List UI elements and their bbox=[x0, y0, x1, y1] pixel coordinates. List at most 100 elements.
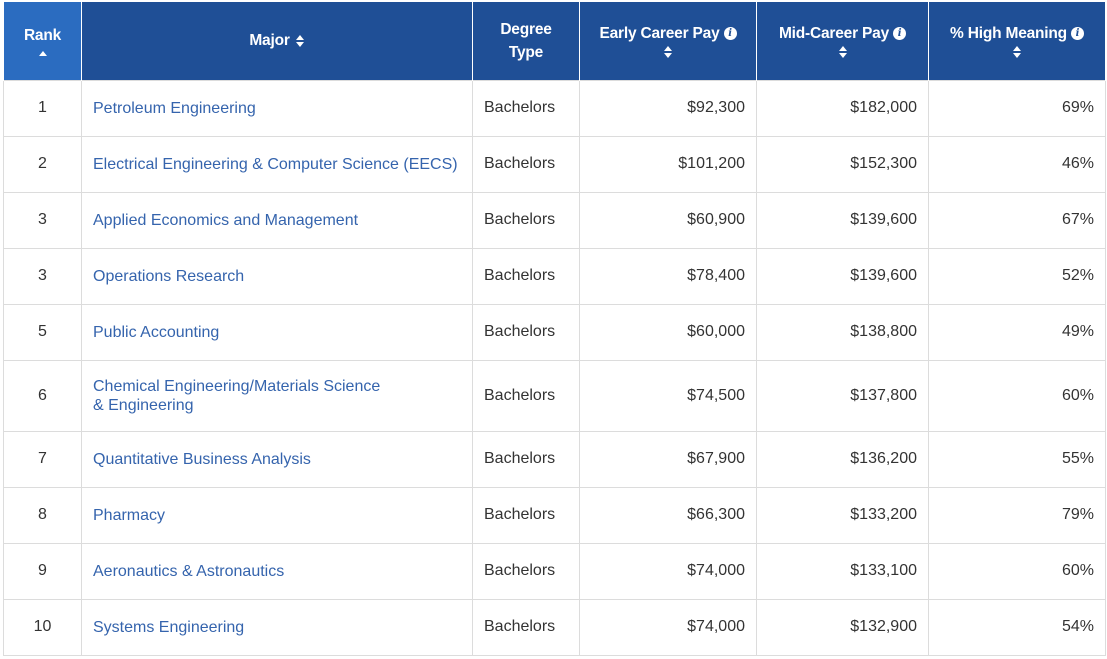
table-row: 3 Applied Economics and Management Bache… bbox=[3, 191, 1106, 249]
major-cell: Systems Engineering bbox=[81, 598, 473, 656]
column-header-early-career-pay[interactable]: Early Career Pay i bbox=[579, 2, 757, 80]
table-row: 2 Electrical Engineering & Computer Scie… bbox=[3, 135, 1106, 193]
rank-cell: 2 bbox=[3, 135, 82, 193]
rank-cell: 9 bbox=[3, 542, 82, 600]
rank-cell: 3 bbox=[3, 247, 82, 305]
degree-type-cell: Bachelors bbox=[472, 598, 580, 656]
info-icon[interactable]: i bbox=[723, 27, 737, 41]
major-link[interactable]: Systems Engineering bbox=[93, 618, 245, 636]
table-row: 1 Petroleum Engineering Bachelors $92,30… bbox=[3, 79, 1106, 137]
sort-icon bbox=[1012, 45, 1022, 59]
high-meaning-cell: 69% bbox=[928, 79, 1106, 137]
major-link[interactable]: Electrical Engineering & Computer Scienc… bbox=[93, 155, 458, 173]
mid-career-pay-cell: $136,200 bbox=[756, 430, 929, 488]
table-header: Rank Major Degree Type bbox=[3, 2, 1106, 80]
degree-type-cell: Bachelors bbox=[472, 542, 580, 600]
degree-type-cell: Bachelors bbox=[472, 191, 580, 249]
high-meaning-cell: 54% bbox=[928, 598, 1106, 656]
degree-type-cell: Bachelors bbox=[472, 135, 580, 193]
major-cell: Applied Economics and Management bbox=[81, 191, 473, 249]
early-career-pay-cell: $60,000 bbox=[579, 303, 757, 361]
early-career-pay-cell: $74,000 bbox=[579, 542, 757, 600]
early-career-pay-cell: $66,300 bbox=[579, 486, 757, 544]
mid-career-pay-cell: $139,600 bbox=[756, 191, 929, 249]
rank-cell: 7 bbox=[3, 430, 82, 488]
early-career-pay-cell: $92,300 bbox=[579, 79, 757, 137]
rank-cell: 1 bbox=[3, 79, 82, 137]
major-header-label: Major bbox=[249, 32, 290, 50]
table-row: 5 Public Accounting Bachelors $60,000 $1… bbox=[3, 303, 1106, 361]
sort-icon bbox=[663, 45, 673, 59]
info-icon[interactable]: i bbox=[893, 27, 907, 41]
table-row: 3 Operations Research Bachelors $78,400 … bbox=[3, 247, 1106, 305]
mid-career-pay-cell: $133,200 bbox=[756, 486, 929, 544]
degree-header-label-line2: Type bbox=[508, 43, 544, 61]
mid-career-pay-cell: $139,600 bbox=[756, 247, 929, 305]
high-meaning-cell: 52% bbox=[928, 247, 1106, 305]
table-row: 8 Pharmacy Bachelors $66,300 $133,200 79… bbox=[3, 486, 1106, 544]
high-meaning-header-label: % High Meaning bbox=[950, 25, 1067, 43]
column-header-degree-type[interactable]: Degree Type bbox=[472, 2, 580, 80]
high-meaning-cell: 60% bbox=[928, 542, 1106, 600]
early-career-pay-cell: $78,400 bbox=[579, 247, 757, 305]
high-meaning-cell: 79% bbox=[928, 486, 1106, 544]
sort-icon bbox=[838, 45, 848, 59]
table-body: 1 Petroleum Engineering Bachelors $92,30… bbox=[3, 79, 1106, 656]
major-cell: Operations Research bbox=[81, 247, 473, 305]
column-header-high-meaning[interactable]: % High Meaning i bbox=[928, 2, 1106, 80]
early-career-pay-cell: $101,200 bbox=[579, 135, 757, 193]
degree-type-cell: Bachelors bbox=[472, 359, 580, 432]
mid-career-pay-cell: $152,300 bbox=[756, 135, 929, 193]
major-cell: Pharmacy bbox=[81, 486, 473, 544]
early-career-pay-cell: $67,900 bbox=[579, 430, 757, 488]
majors-salary-table: Rank Major Degree Type bbox=[3, 2, 1106, 656]
major-cell: Electrical Engineering & Computer Scienc… bbox=[81, 135, 473, 193]
major-cell: Chemical Engineering/Materials Science &… bbox=[81, 359, 473, 432]
table-row: 10 Systems Engineering Bachelors $74,000… bbox=[3, 598, 1106, 656]
major-link[interactable]: Public Accounting bbox=[93, 323, 220, 341]
major-link[interactable]: Petroleum Engineering bbox=[93, 99, 256, 117]
sort-ascending-icon bbox=[38, 50, 48, 58]
major-link[interactable]: Applied Economics and Management bbox=[93, 211, 359, 229]
salary-table-container: Rank Major Degree Type bbox=[3, 2, 1106, 656]
sort-icon bbox=[295, 34, 305, 48]
degree-header-label-line1: Degree bbox=[500, 20, 552, 38]
major-link[interactable]: Aeronautics & Astronautics bbox=[93, 562, 285, 580]
degree-type-cell: Bachelors bbox=[472, 486, 580, 544]
header-row: Rank Major Degree Type bbox=[3, 2, 1106, 80]
major-cell: Public Accounting bbox=[81, 303, 473, 361]
major-link[interactable]: Quantitative Business Analysis bbox=[93, 450, 311, 468]
table-row: 7 Quantitative Business Analysis Bachelo… bbox=[3, 430, 1106, 488]
table-row: 6 Chemical Engineering/Materials Science… bbox=[3, 359, 1106, 432]
rank-cell: 3 bbox=[3, 191, 82, 249]
column-header-major[interactable]: Major bbox=[81, 2, 473, 80]
rank-cell: 8 bbox=[3, 486, 82, 544]
major-cell: Quantitative Business Analysis bbox=[81, 430, 473, 488]
high-meaning-cell: 49% bbox=[928, 303, 1106, 361]
mid-career-pay-cell: $137,800 bbox=[756, 359, 929, 432]
high-meaning-cell: 46% bbox=[928, 135, 1106, 193]
degree-type-cell: Bachelors bbox=[472, 247, 580, 305]
high-meaning-cell: 60% bbox=[928, 359, 1106, 432]
degree-type-cell: Bachelors bbox=[472, 303, 580, 361]
degree-type-cell: Bachelors bbox=[472, 79, 580, 137]
mid-career-pay-cell: $138,800 bbox=[756, 303, 929, 361]
info-icon[interactable]: i bbox=[1070, 27, 1084, 41]
mid-career-pay-cell: $133,100 bbox=[756, 542, 929, 600]
rank-cell: 6 bbox=[3, 359, 82, 432]
mid-career-pay-cell: $132,900 bbox=[756, 598, 929, 656]
mid-career-pay-cell: $182,000 bbox=[756, 79, 929, 137]
rank-cell: 10 bbox=[3, 598, 82, 656]
major-link[interactable]: Operations Research bbox=[93, 267, 245, 285]
major-link[interactable]: Chemical Engineering/Materials Science &… bbox=[93, 377, 381, 414]
column-header-rank[interactable]: Rank bbox=[3, 2, 82, 80]
table-row: 9 Aeronautics & Astronautics Bachelors $… bbox=[3, 542, 1106, 600]
high-meaning-cell: 55% bbox=[928, 430, 1106, 488]
column-header-mid-career-pay[interactable]: Mid-Career Pay i bbox=[756, 2, 929, 80]
high-meaning-cell: 67% bbox=[928, 191, 1106, 249]
degree-type-cell: Bachelors bbox=[472, 430, 580, 488]
rank-cell: 5 bbox=[3, 303, 82, 361]
early-career-pay-cell: $74,000 bbox=[579, 598, 757, 656]
major-link[interactable]: Pharmacy bbox=[93, 506, 166, 524]
rank-header-label: Rank bbox=[23, 26, 62, 44]
